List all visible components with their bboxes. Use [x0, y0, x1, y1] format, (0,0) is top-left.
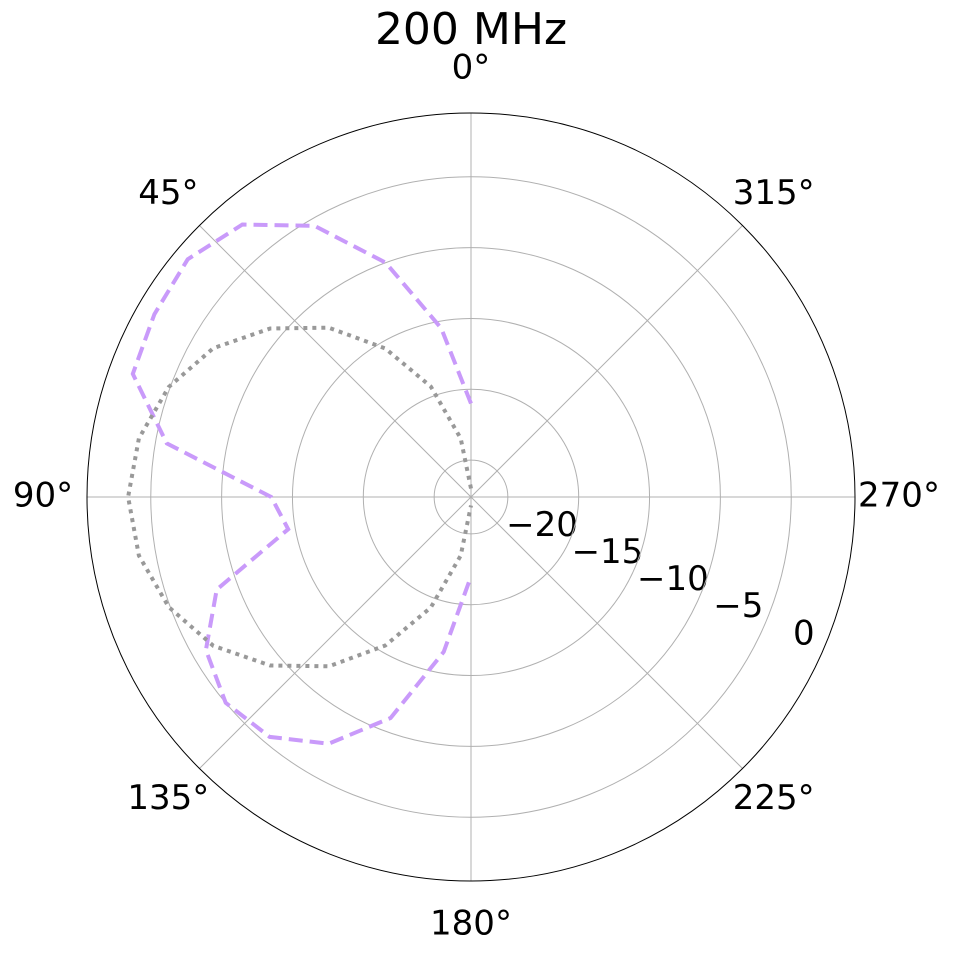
theta-tick-label: 45°: [138, 173, 198, 213]
theta-tick-label: 270°: [858, 476, 940, 516]
polar-frame: [86, 112, 856, 882]
r-grid-circle: [362, 388, 580, 606]
theta-tick-label: 90°: [13, 476, 73, 516]
theta-tick-label: 225°: [733, 778, 815, 818]
r-grid-circle: [433, 459, 509, 535]
r-tick-label: −20: [506, 505, 578, 545]
theta-grid-line: [470, 225, 743, 498]
chart-title: 200 MHz: [375, 4, 567, 55]
r-grid-circle: [150, 176, 792, 818]
r-grid-circle: [221, 247, 721, 747]
series-line: [126, 325, 473, 669]
r-tick-label: 0: [793, 613, 815, 653]
r-grid-circle: [291, 317, 651, 677]
theta-tick-label: 180°: [430, 904, 512, 944]
theta-tick-label: 135°: [127, 778, 209, 818]
theta-grid-line: [199, 496, 472, 769]
r-tick-label: −5: [713, 586, 763, 626]
series-line: [130, 222, 473, 746]
theta-tick-label: 315°: [733, 173, 815, 213]
theta-tick-label: 0°: [452, 48, 491, 88]
r-tick-label: −10: [637, 559, 709, 599]
theta-grid-line: [199, 225, 472, 498]
r-tick-label: −15: [572, 532, 644, 572]
